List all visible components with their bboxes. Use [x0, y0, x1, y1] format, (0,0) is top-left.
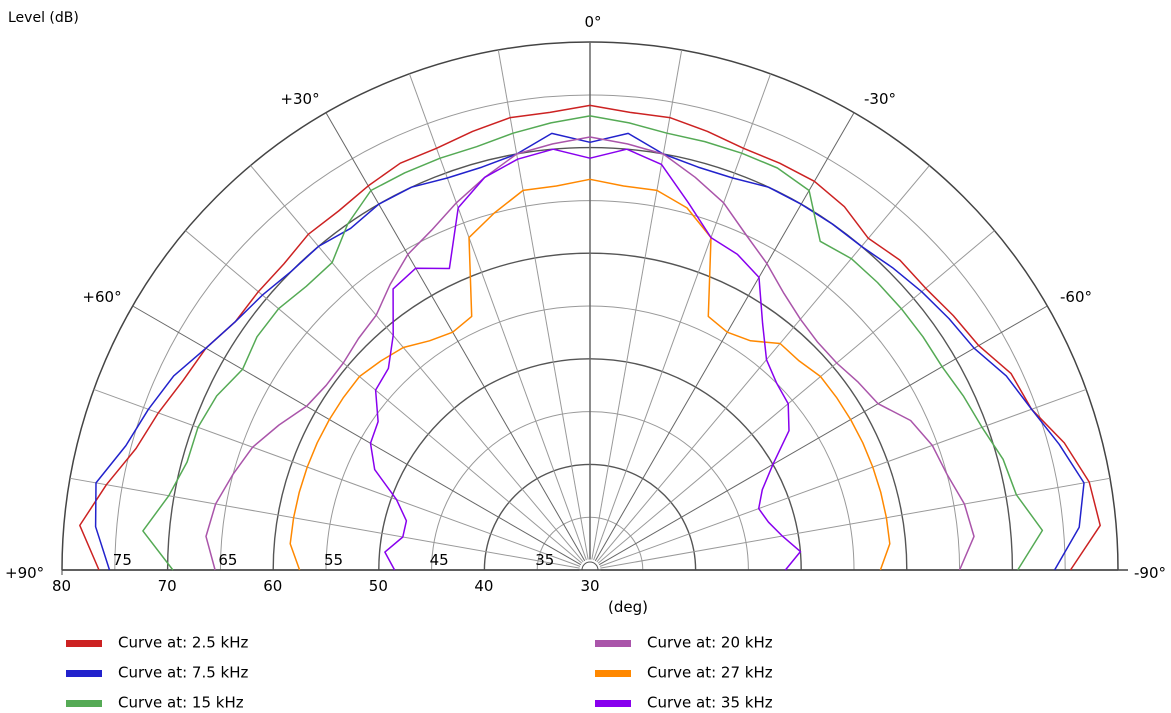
grid-spoke	[594, 112, 855, 562]
angle-label: -30°	[864, 90, 896, 108]
angle-label: -60°	[1060, 288, 1092, 306]
legend-swatch	[595, 640, 631, 647]
grid-spoke	[132, 305, 582, 566]
grid-spoke	[250, 165, 584, 563]
grid-spoke	[593, 73, 772, 561]
angle-label: +30°	[280, 90, 319, 108]
radial-tick-label: 75	[113, 551, 132, 569]
radial-axis-title: Level (dB)	[8, 10, 79, 26]
legend-swatch	[66, 700, 102, 707]
series-line-5	[289, 178, 891, 571]
grid-spoke	[591, 49, 683, 560]
angle-label: -90°	[1134, 564, 1166, 582]
curves	[79, 104, 1101, 571]
angle-label: 0°	[584, 13, 601, 31]
radial-tick-label: 50	[369, 577, 388, 595]
grid-spoke	[93, 388, 581, 567]
legend-label: Curve at: 15 kHz	[118, 694, 244, 712]
legend-swatch	[66, 670, 102, 677]
grid-spoke	[596, 165, 930, 563]
radial-tick-label: 45	[430, 551, 449, 569]
grid-spoke	[408, 73, 587, 561]
radial-tick-label: 35	[535, 551, 554, 569]
series-line-3	[142, 115, 1044, 571]
axis-labels: Level (dB) (deg) 0° +30° -30° +60° -60° +90° -90…	[5, 10, 1166, 616]
grid-spoke	[599, 388, 1087, 567]
legend-swatch	[595, 670, 631, 677]
legend-label: Curve at: 35 kHz	[647, 694, 773, 712]
series-line-6	[369, 148, 802, 571]
grid-spoke	[185, 230, 583, 564]
grid-spoke	[325, 112, 586, 562]
angle-axis-title: (deg)	[608, 598, 648, 616]
angle-label: +90°	[5, 564, 44, 582]
legend-swatch	[66, 640, 102, 647]
polar-grid	[61, 41, 1128, 575]
grid-spoke	[598, 305, 1048, 566]
legend: Curve at: 2.5 kHz Curve at: 7.5 kHz Curve …	[66, 634, 773, 712]
legend-swatch	[595, 700, 631, 707]
legend-label: Curve at: 2.5 kHz	[118, 634, 249, 652]
radial-tick-label: 80	[52, 577, 71, 595]
legend-label: Curve at: 20 kHz	[647, 634, 773, 652]
radial-tick-label: 65	[218, 551, 237, 569]
grid-spoke	[597, 230, 995, 564]
angle-label: +60°	[82, 288, 121, 306]
legend-label: Curve at: 7.5 kHz	[118, 664, 249, 682]
radial-tick-label: 40	[474, 577, 493, 595]
legend-label: Curve at: 27 kHz	[647, 664, 773, 682]
grid-spoke	[600, 477, 1111, 569]
radial-tick-label: 70	[158, 577, 177, 595]
radial-tick-label: 30	[580, 577, 599, 595]
radial-tick-label: 55	[324, 551, 343, 569]
series-line-2	[94, 132, 1085, 571]
radial-tick-label: 60	[263, 577, 282, 595]
series-line-4	[205, 136, 975, 571]
grid-ring	[581, 561, 599, 571]
grid-spoke	[497, 49, 589, 560]
grid-spoke	[69, 477, 580, 569]
